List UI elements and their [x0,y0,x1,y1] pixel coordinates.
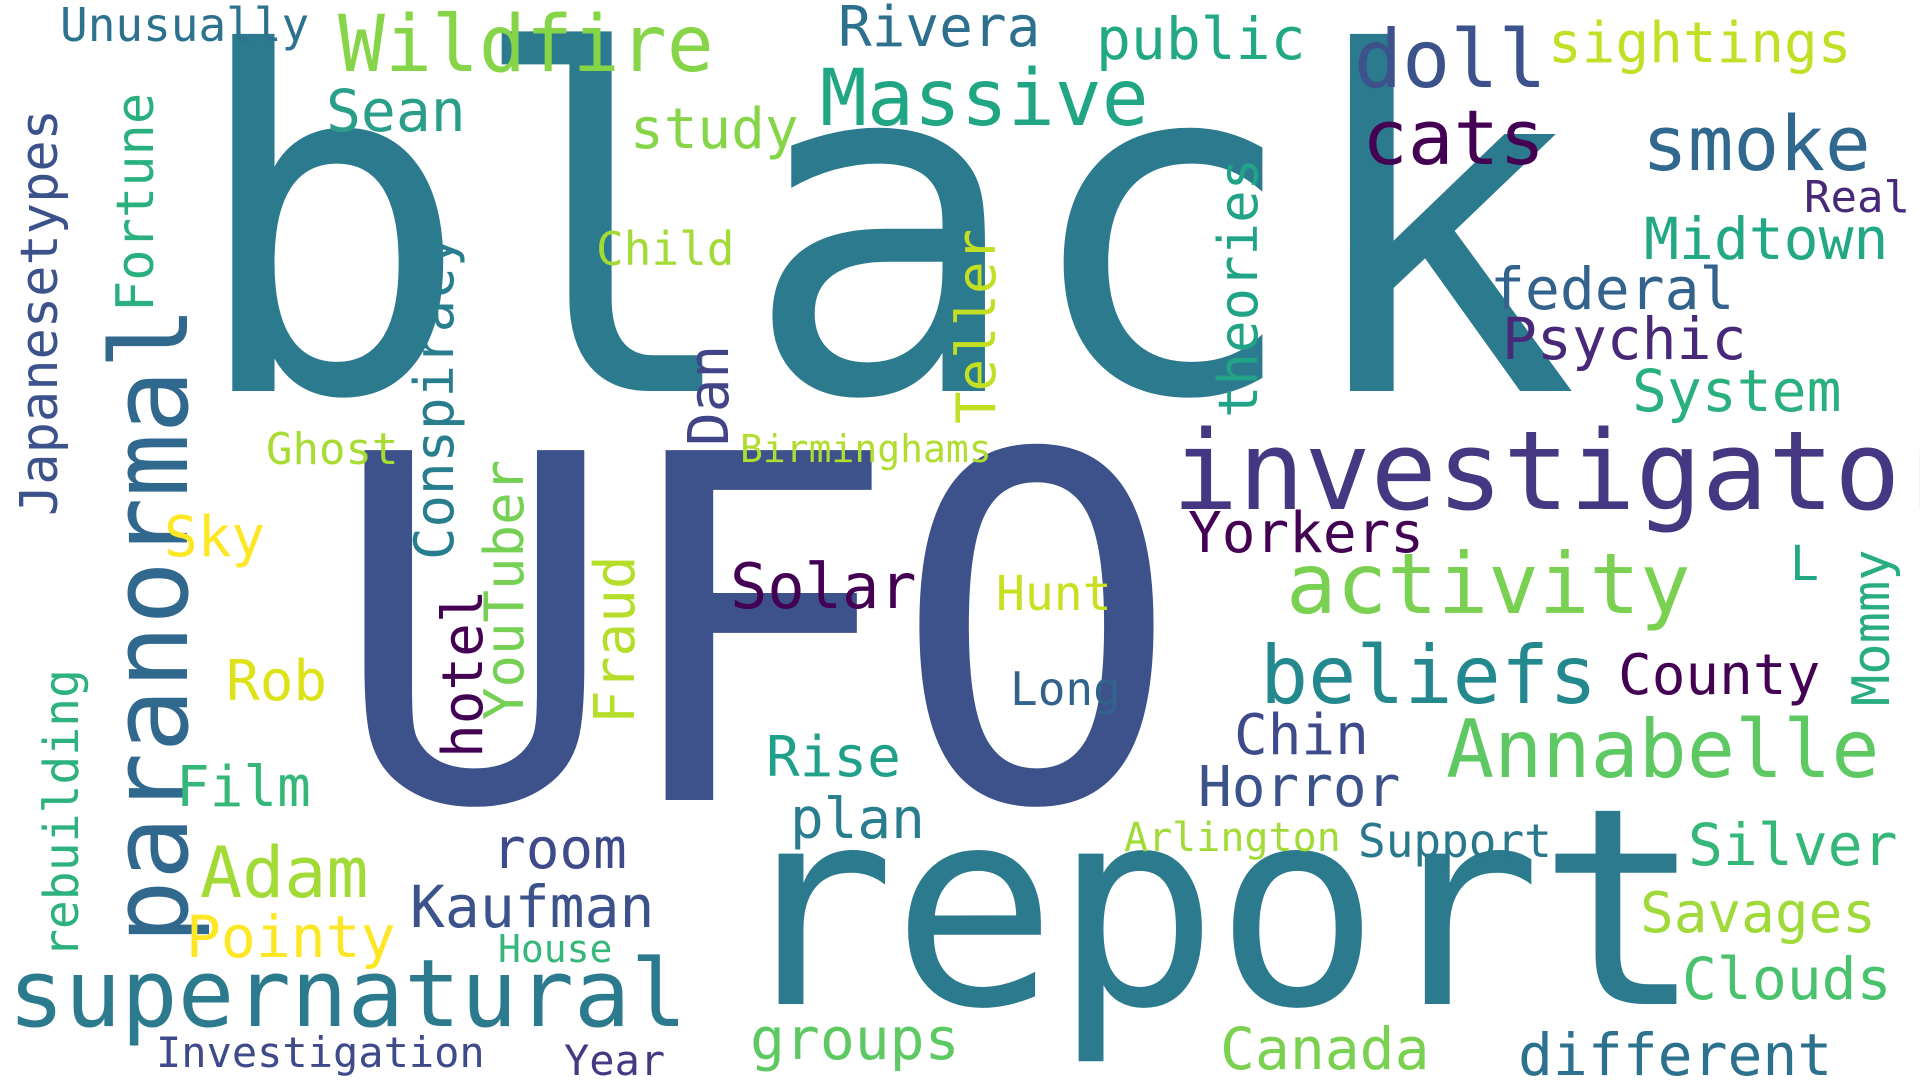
word-room: room [492,817,627,882]
word-theories: theories [1207,157,1270,418]
word-investigation: Investigation [156,1028,485,1077]
word-cats: cats [1362,93,1546,182]
word-study: study [630,97,799,162]
word-hotel: hotel [431,589,496,758]
word-teller: Teller [945,228,1008,424]
word-groups: groups [750,1005,960,1073]
word-film: Film [176,755,311,820]
word-doll: doll [1354,13,1547,106]
word-massive: Massive [820,54,1149,144]
word-midtown: Midtown [1644,205,1889,273]
word-arlington: Arlington [1124,815,1341,861]
word-support: Support [1358,814,1552,868]
word-pointy: Pointy [186,903,396,971]
word-fortune: Fortune [106,92,166,312]
word-investigator: investigator [1172,407,1920,535]
word-rebuilding: rebuilding [34,669,90,958]
word-long: Long [1010,662,1121,716]
word-public: public [1096,5,1306,73]
word-federal: federal [1490,255,1735,323]
word-psychic: Psychic [1502,305,1747,373]
word-horror: Horror [1198,755,1401,820]
word-clouds: Clouds [1682,945,1892,1013]
word-birminghams: Birminghams [740,427,992,471]
word-house: House [498,927,613,971]
word-ufo: UFO [330,355,1181,914]
word-fraud: Fraud [583,555,648,724]
word-sightings: sightings [1548,11,1852,76]
word-unusually: Unusually [60,0,310,52]
word-mommy: Mommy [1842,549,1902,706]
word-rise: Rise [766,725,901,790]
word-different: different [1518,1021,1833,1080]
word-ghost: Ghost [266,424,399,475]
word-report: report [730,749,1703,1069]
word-silver: Silver [1688,811,1898,879]
word-beliefs: beliefs [1260,629,1598,722]
word-black: black [188,0,1579,502]
word-conspiracy: Conspiracy [403,234,466,560]
word-real: Real [1804,172,1910,223]
word-paranormal: paranormal [89,305,212,944]
word-rob: Rob [226,649,328,714]
word-sky: Sky [164,505,266,570]
word-l: L [1790,536,1819,592]
word-smoke: smoke [1642,99,1871,188]
word-solar: Solar [730,550,917,623]
word-year: Year [564,1036,666,1080]
word-supernatural: supernatural [8,940,688,1049]
word-child: Child [596,222,735,276]
word-sean: Sean [326,77,466,145]
word-kaufman: Kaufman [410,873,655,941]
word-plan: plan [790,787,925,852]
word-yorkers: Yorkers [1188,501,1425,566]
word-adam: Adam [200,832,369,914]
word-savages: Savages [1640,881,1877,946]
word-hunt: Hunt [996,566,1112,622]
word-dan: Dan [677,344,742,446]
word-canada: Canada [1220,1015,1430,1080]
word-wildfire: Wildfire [338,0,714,90]
word-rivera: Rivera [838,0,1041,60]
word-annabelle: Annabelle [1446,703,1880,796]
word-activity: activity [1286,535,1691,633]
word-system: System [1632,357,1842,425]
word-county: County [1618,643,1821,708]
word-japanesetypes: Japanesetypes [10,109,70,516]
word-chin: Chin [1234,703,1369,768]
